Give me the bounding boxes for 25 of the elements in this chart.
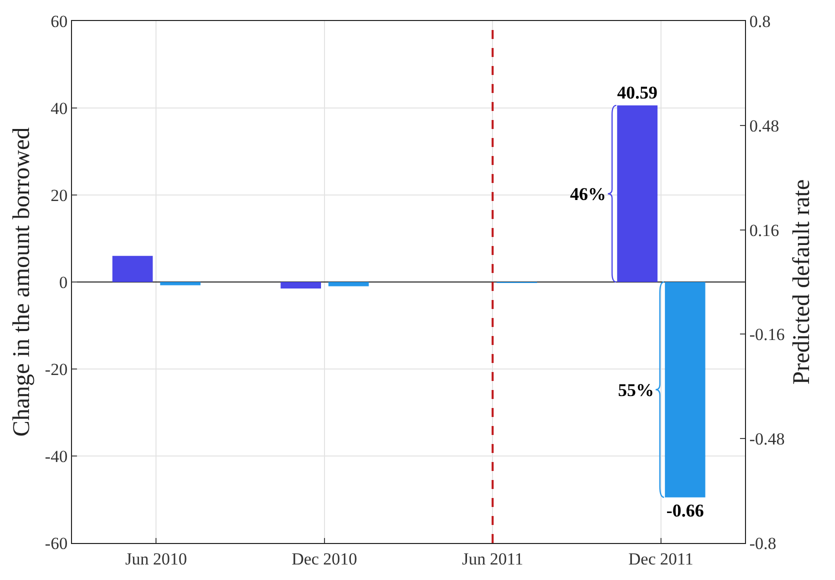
x-tick-label: Jun 2011 [462, 549, 524, 568]
y-tick-label: -60 [44, 534, 68, 553]
y-tick-label: 60 [50, 12, 68, 31]
bar [112, 256, 153, 282]
y-tick-label: 20 [50, 186, 68, 205]
y2-tick-label: -0.16 [749, 325, 785, 344]
y-tick-label: -40 [44, 446, 68, 466]
y-axis-title: Change in the amount borrowed [9, 127, 36, 437]
y-tick-label: 40 [50, 98, 68, 118]
y2-tick-label: 0.8 [749, 12, 771, 31]
annotation: 55% [618, 380, 654, 400]
y-tick-label: -20 [44, 360, 68, 379]
x-tick-label: Jun 2010 [125, 549, 188, 568]
y2-tick-label: 0.48 [749, 116, 780, 136]
x-tick-label: Dec 2010 [292, 549, 358, 568]
data-label: 40.59 [617, 82, 658, 102]
y-tick-label: 0 [59, 272, 68, 292]
data-label: -0.66 [666, 500, 704, 520]
y2-tick-label: 0.16 [749, 220, 780, 240]
annotation: 46% [570, 184, 606, 204]
y2-axis-title: Predicted default rate [789, 179, 816, 385]
bar [280, 282, 322, 289]
y2-tick-label: -0.8 [749, 534, 776, 553]
y2-tick-label: -0.48 [749, 430, 785, 449]
x-tick-label: Dec 2011 [628, 549, 694, 568]
